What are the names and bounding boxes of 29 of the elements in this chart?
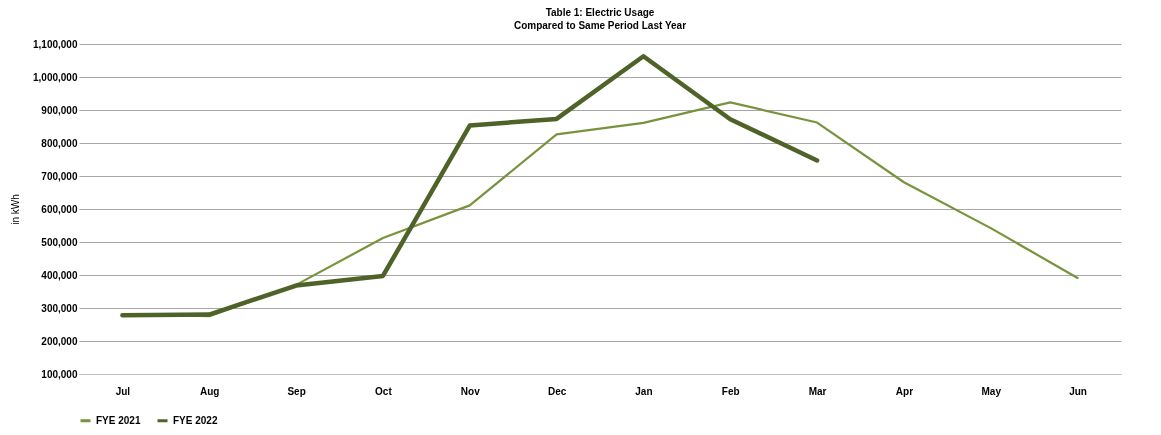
x-tick-label: Feb	[721, 385, 740, 397]
y-tick-label: 600,000	[41, 203, 78, 215]
x-tick-label: Nov	[460, 385, 481, 397]
x-tick-label: Jun	[1069, 385, 1087, 397]
x-tick-label: Aug	[200, 385, 220, 397]
y-axis-title: in kWh	[10, 194, 22, 225]
x-tick-label: Jul	[115, 385, 131, 397]
x-tick-label: Apr	[895, 385, 914, 397]
chart-title: Table 1: Electric Usage	[545, 7, 655, 18]
legend-label: FYE 2021	[96, 414, 141, 426]
y-tick-label: 400,000	[41, 269, 78, 281]
y-tick-label: 200,000	[41, 335, 78, 347]
x-tick-label: Oct	[375, 385, 393, 397]
x-tick-label: Sep	[287, 385, 306, 397]
y-tick-label: 1,100,000	[33, 38, 78, 50]
x-tick-label: Dec	[547, 385, 567, 397]
y-tick-label: 300,000	[41, 302, 78, 314]
y-tick-label: 900,000	[41, 104, 78, 116]
x-tick-label: Jan	[635, 385, 653, 397]
chart-subtitle: Compared to Same Period Last Year	[513, 20, 687, 31]
y-tick-label: 700,000	[41, 170, 78, 182]
legend-label: FYE 2022	[173, 414, 218, 426]
line-series	[120, 53, 820, 318]
x-tick-label: Mar	[808, 385, 827, 397]
y-tick-label: 100,000	[41, 368, 78, 380]
y-tick-label: 500,000	[41, 236, 78, 248]
y-tick-label: 800,000	[41, 137, 78, 149]
x-tick-label: May	[981, 385, 1002, 397]
y-tick-label: 1,000,000	[33, 71, 78, 83]
